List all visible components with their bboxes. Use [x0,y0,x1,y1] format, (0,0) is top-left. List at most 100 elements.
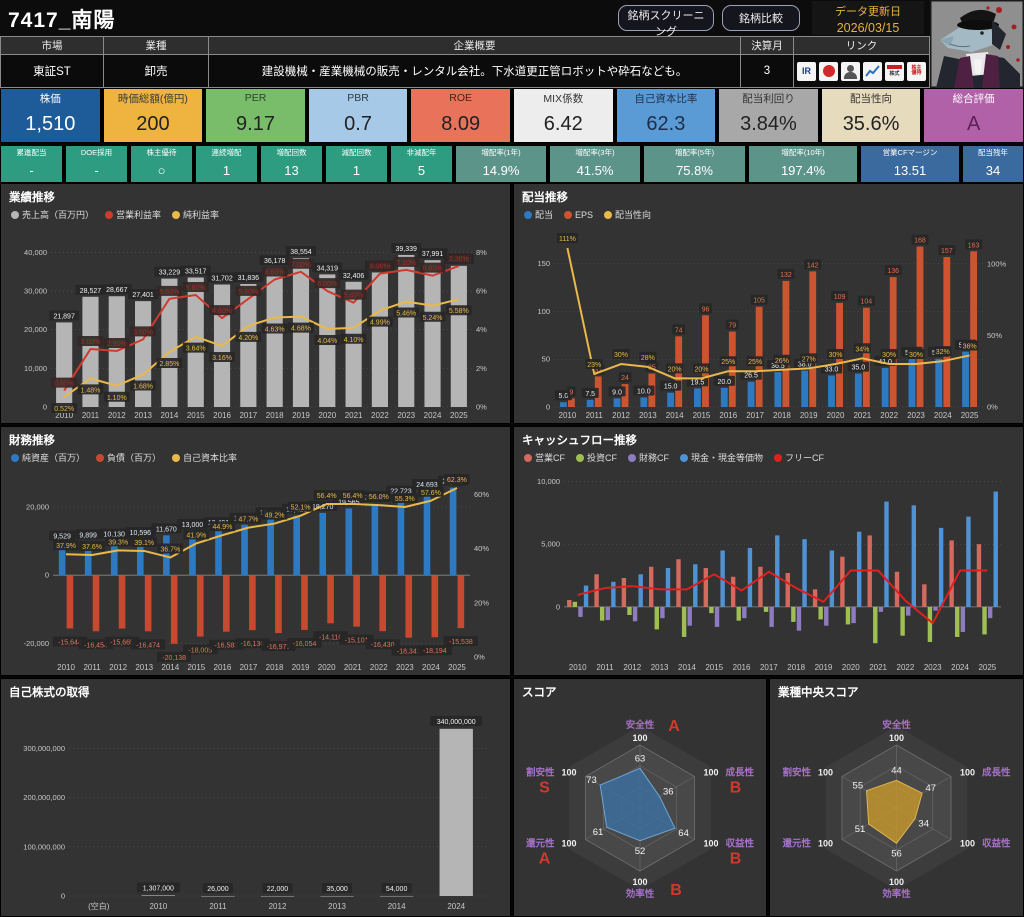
legend-item[interactable]: 売上高（百万円） [11,208,94,221]
buyback-chart[interactable]: 0 100,000,000 200,000,000 300,000,000 (空白) 20… [9,700,502,912]
minkabu-link-icon[interactable]: 株式 [885,61,904,81]
svg-text:25%: 25% [721,359,735,366]
svg-text:-18,194: -18,194 [423,648,447,655]
svg-text:(空白): (空白) [88,901,110,911]
metric-value: A [966,113,981,135]
svg-text:10,000: 10,000 [537,477,560,486]
screening-button[interactable]: 銘柄スクリーニング [618,5,714,38]
financial-chart[interactable]: -20,000 0 20,000 0% 20% 40% 60% 2010 2011 2012 201… [9,464,502,673]
svg-text:2019: 2019 [292,411,310,420]
svg-text:35.0: 35.0 [852,365,866,372]
metric-card-overall-rating: 総合評価 A [923,88,1024,143]
svg-text:3.64%: 3.64% [186,346,206,353]
svg-text:32,406: 32,406 [343,273,365,280]
svg-text:0: 0 [45,571,49,580]
svg-text:効率性: 効率性 [626,888,655,900]
metric-cell-decrease-count: 減配回数 1 [325,145,388,183]
svg-text:50%: 50% [987,331,1002,340]
dividend-chart[interactable]: 0 50 100 150 0% 50% 100% 2010 2011 2012 2013 2014 20… [522,221,1015,421]
metric-label: 減配回数 [341,148,372,157]
metric-label: 増配率(3年) [575,148,615,157]
legend-dot-icon [172,210,181,219]
svg-text:32%: 32% [936,349,950,356]
metric-value: 1,510 [25,113,76,135]
shikiho-link-icon[interactable] [841,61,860,81]
chart-title: スコア [522,687,557,699]
chart-legend: 売上高（百万円） 営業利益率 純利益率 [11,208,502,221]
svg-text:2023: 2023 [397,411,415,420]
metric-cell-growth-1y: 増配率(1年) 14.9% [455,145,547,183]
svg-text:2011: 2011 [83,663,101,672]
svg-text:-16,583: -16,583 [214,643,238,650]
metric-label: 増配率(5年) [674,148,715,157]
svg-text:2013: 2013 [639,411,657,420]
legend-item[interactable]: 営業利益率 [105,208,161,221]
svg-text:73: 73 [586,775,597,786]
compare-button[interactable]: 銘柄比較 [722,5,800,31]
chart-title: 業績推移 [9,192,55,204]
metric-label: 自己資本比率 [634,92,698,105]
legend-item[interactable]: フリーCF [774,451,824,464]
legend-item[interactable]: 負債（百万） [96,451,161,464]
svg-text:56.4%: 56.4% [317,493,337,500]
legend-item[interactable]: 配当 [524,208,553,221]
svg-text:5,000: 5,000 [541,540,560,549]
legend-dot-icon [774,453,783,462]
svg-text:2014: 2014 [388,902,406,911]
svg-text:100: 100 [632,733,647,743]
legend-item[interactable]: 投資CF [576,451,617,464]
svg-text:4.04%: 4.04% [317,338,337,345]
svg-text:2021: 2021 [853,411,871,420]
red-bar-icon [887,65,902,69]
legend-item[interactable]: 純資産（百万） [11,451,85,464]
dividend-panel: 配当推移 配当 EPS 配当性向 0 50 100 150 0% 50% 100% 2010 201… [513,183,1024,424]
svg-text:8%: 8% [476,248,487,257]
legend-item[interactable]: 現金・現金等価物 [680,451,763,464]
svg-text:41.9%: 41.9% [186,532,206,539]
industry-radar-panel: 業種中央スコア 安全性 100 44 100 成長性 47 100 収益性 34 100 効率性 56… [769,678,1024,917]
cashflow-chart[interactable]: 0 5,000 10,000 2010 2011 2012 2013 2014 2015 2016… [522,464,1015,673]
svg-text:2018: 2018 [787,663,805,672]
metric-cell-dividend-years: 配当残年 34 [962,145,1024,183]
kabutan-link-icon[interactable] [819,61,838,81]
svg-text:成長性: 成長性 [725,767,754,779]
svg-text:収益性: 収益性 [982,838,1011,850]
legend-item[interactable]: EPS [564,210,593,220]
svg-text:34%: 34% [855,346,869,353]
svg-text:9,529: 9,529 [53,534,71,541]
yutai-link-icon[interactable]: 株主 優待 [907,61,926,81]
svg-text:2013: 2013 [328,902,346,911]
performance-chart[interactable]: 0 10,000 20,000 30,000 40,000 0% 2% 4% 6% 8% 2010 2… [9,221,502,421]
metric-label: 配当残年 [978,148,1008,157]
svg-text:20%: 20% [668,366,682,373]
metric-value: 13.51 [893,163,927,178]
legend-item[interactable]: 自己資本比率 [172,451,237,464]
legend-dot-icon [604,210,613,219]
svg-text:56.4%: 56.4% [343,493,363,500]
svg-text:-15,101: -15,101 [345,638,369,645]
svg-text:39.1%: 39.1% [134,540,154,547]
legend-item[interactable]: 純利益率 [172,208,219,221]
legend-item[interactable]: 配当性向 [604,208,651,221]
fiscal-month-value: 3 [741,55,793,87]
svg-text:0: 0 [43,403,47,412]
svg-text:47.7%: 47.7% [239,517,259,524]
stock-chart-link-icon[interactable] [863,61,882,81]
svg-text:-16,430: -16,430 [371,642,395,649]
svg-text:2017: 2017 [760,663,778,672]
legend-item[interactable]: 営業CF [524,451,565,464]
legend-item[interactable]: 財務CF [628,451,669,464]
ir-bank-link-icon[interactable]: IR [797,61,816,81]
svg-text:2025: 2025 [978,663,996,672]
svg-text:25%: 25% [748,359,762,366]
svg-text:132: 132 [780,272,792,279]
svg-text:-20,000: -20,000 [24,639,49,648]
legend-dot-icon [105,210,114,219]
svg-text:47: 47 [926,783,937,794]
svg-text:2019: 2019 [815,663,833,672]
svg-text:-18,341: -18,341 [397,649,421,656]
person-icon [847,64,854,72]
metric-label: 連続増配 [211,148,242,157]
